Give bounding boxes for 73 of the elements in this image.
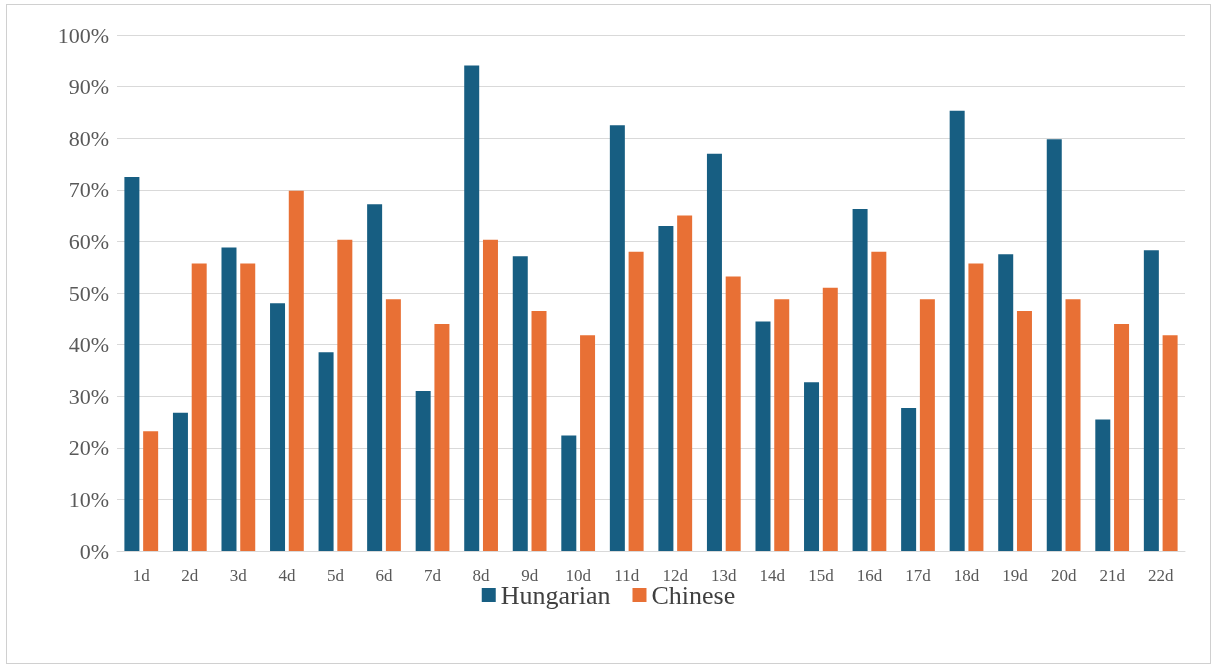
y-tick-label: 60%: [68, 228, 109, 254]
bar: [968, 263, 984, 551]
bar: [852, 208, 868, 551]
bar: [609, 125, 625, 551]
bar: [1114, 323, 1130, 551]
y-tick-label: 90%: [68, 74, 109, 100]
bar: [774, 299, 790, 551]
x-tick-label: 11d: [614, 566, 640, 585]
bar: [677, 215, 693, 551]
bar: [434, 323, 450, 551]
bar: [415, 391, 431, 551]
x-tick-label: 7d: [424, 566, 442, 585]
bar: [464, 65, 480, 551]
x-tick-label: 2d: [181, 566, 199, 585]
bar: [706, 153, 722, 551]
bar: [1065, 299, 1081, 551]
bar: [1095, 419, 1111, 551]
bar: [949, 110, 965, 551]
bar: [288, 190, 304, 551]
bar: [337, 239, 353, 551]
x-tick-label: 18d: [953, 566, 980, 585]
bar: [367, 204, 383, 551]
bar: [1143, 250, 1159, 551]
x-tick-label: 16d: [856, 566, 883, 585]
bar: [804, 382, 820, 551]
bar: [1162, 335, 1178, 551]
bar: [191, 263, 207, 551]
x-tick-label: 21d: [1099, 566, 1126, 585]
bar: [998, 254, 1014, 551]
bar: [871, 251, 887, 551]
y-tick-label: 40%: [68, 332, 109, 358]
bar: [822, 287, 838, 551]
x-tick-label: 1d: [132, 566, 151, 585]
bar: [124, 176, 140, 551]
bar: [318, 352, 334, 551]
x-tick-label: 3d: [229, 566, 248, 585]
bar: [628, 251, 644, 551]
bar: [901, 408, 917, 551]
bar: [531, 311, 547, 551]
x-tick-label: 14d: [759, 566, 786, 585]
x-tick-label: 19d: [1002, 566, 1029, 585]
bar: [561, 435, 577, 551]
bar: [270, 303, 286, 551]
bar: [385, 299, 401, 551]
x-tick-label: 5d: [326, 566, 345, 585]
x-tick-label: 22d: [1147, 566, 1174, 585]
x-tick-label: 20d: [1050, 566, 1077, 585]
bar: [512, 256, 528, 551]
bar: [240, 263, 256, 551]
bar: [1016, 311, 1032, 551]
bar: [221, 247, 237, 551]
y-tick-label: 10%: [68, 486, 109, 512]
y-tick-label: 100%: [57, 22, 109, 48]
y-tick-label: 0%: [79, 538, 109, 564]
y-tick-label: 70%: [68, 177, 109, 203]
bar: [143, 431, 159, 551]
y-tick-label: 30%: [68, 383, 109, 409]
bar: [658, 225, 674, 551]
x-tick-label: 15d: [808, 566, 835, 585]
y-tick-label: 20%: [68, 435, 109, 461]
y-tick-label: 50%: [68, 280, 109, 306]
x-tick-label: 17d: [905, 566, 932, 585]
bar: [482, 239, 498, 551]
x-tick-label: 6d: [375, 566, 393, 585]
y-tick-label: 80%: [68, 125, 109, 151]
x-tick-label: 8d: [472, 566, 491, 585]
bar: [755, 321, 771, 551]
bar: [725, 276, 741, 551]
bar: [580, 335, 596, 551]
bar: [919, 299, 935, 551]
bar: [1046, 139, 1062, 551]
x-tick-label: 4d: [278, 566, 296, 585]
bar: [172, 412, 188, 551]
